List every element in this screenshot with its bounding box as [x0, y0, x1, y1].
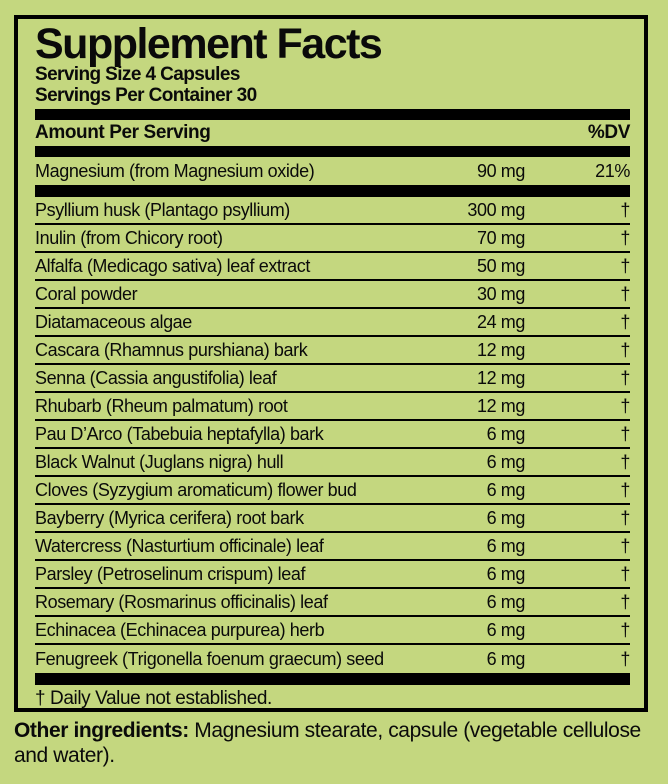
column-header-row: Amount Per Serving %DV — [35, 120, 630, 146]
ingredient-name: Diatamaceous algae — [35, 311, 192, 332]
ingredient-amount: 6 mg — [486, 507, 526, 528]
ingredient-amount: 6 mg — [486, 423, 526, 444]
ingredient-amount: 6 mg — [486, 619, 526, 640]
ingredient-amount: 12 mg — [476, 395, 525, 416]
ingredient-name: Pau D’Arco (Tabebuia heptafylla) bark — [35, 423, 324, 444]
ingredient-dv: † — [620, 199, 630, 220]
serving-size: Serving Size 4 Capsules — [35, 64, 240, 85]
ingredient-name: Inulin (from Chicory root) — [35, 227, 223, 248]
ingredient-row: Cloves (Syzygium aromaticum) flower bud … — [35, 477, 630, 505]
ingredient-row: Black Walnut (Juglans nigra) hull 6 mg † — [35, 449, 630, 477]
ingredient-amount: 6 mg — [486, 535, 526, 556]
ingredient-row: Parsley (Petroselinum crispum) leaf 6 mg… — [35, 561, 630, 589]
ingredient-name: Parsley (Petroselinum crispum) leaf — [35, 563, 306, 584]
ingredient-dv: † — [620, 395, 630, 416]
ingredient-amount: 90 mg — [476, 160, 525, 181]
ingredient-amount: 50 mg — [476, 255, 525, 276]
other-ingredients-text: Magnesium stearate, capsule (vegetable c… — [14, 719, 641, 767]
ingredient-dv: † — [620, 507, 630, 528]
ingredient-amount: 6 mg — [486, 648, 526, 669]
ingredient-amount: 12 mg — [476, 367, 525, 388]
thick-rule — [35, 673, 630, 685]
ingredient-row: Coral powder 30 mg † — [35, 281, 630, 309]
ingredient-name: Echinacea (Echinacea purpurea) herb — [35, 619, 325, 640]
thick-rule — [35, 109, 630, 120]
ingredient-name: Black Walnut (Juglans nigra) hull — [35, 451, 284, 472]
servings-per-container: Servings Per Container 30 — [35, 85, 257, 106]
ingredient-name: Rosemary (Rosmarinus officinalis) leaf — [35, 591, 328, 612]
ingredient-name: Cloves (Syzygium aromaticum) flower bud — [35, 479, 357, 500]
ingredient-dv: 21% — [595, 160, 630, 181]
ingredient-row: Diatamaceous algae 24 mg † — [35, 309, 630, 337]
ingredient-dv: † — [620, 591, 630, 612]
ingredient-dv: † — [620, 227, 630, 248]
ingredient-rows: Psyllium husk (Plantago psyllium) 300 mg… — [35, 197, 630, 673]
ingredient-dv: † — [620, 423, 630, 444]
ingredient-dv: † — [620, 479, 630, 500]
ingredient-name: Psyllium husk (Plantago psyllium) — [35, 199, 290, 220]
ingredient-row: Rhubarb (Rheum palmatum) root 12 mg † — [35, 393, 630, 421]
ingredient-row: Echinacea (Echinacea purpurea) herb 6 mg… — [35, 617, 630, 645]
amount-per-serving-header: Amount Per Serving — [35, 122, 211, 143]
ingredient-dv: † — [620, 367, 630, 388]
thick-rule — [35, 185, 630, 197]
ingredient-amount: 6 mg — [486, 591, 526, 612]
ingredient-row: Psyllium husk (Plantago psyllium) 300 mg… — [35, 197, 630, 225]
ingredient-name: Magnesium (from Magnesium oxide) — [35, 160, 315, 181]
ingredient-amount: 12 mg — [476, 339, 525, 360]
ingredient-amount: 6 mg — [486, 563, 526, 584]
ingredient-dv: † — [620, 619, 630, 640]
ingredient-dv: † — [620, 311, 630, 332]
ingredient-dv: † — [620, 648, 630, 669]
ingredient-name: Coral powder — [35, 283, 138, 304]
ingredient-amount: 300 mg — [467, 199, 525, 220]
other-ingredients: Other ingredients: Magnesium stearate, c… — [14, 718, 650, 768]
daily-value-footnote: † Daily Value not established. — [35, 688, 272, 709]
ingredient-amount: 30 mg — [476, 283, 525, 304]
ingredient-row: Inulin (from Chicory root) 70 mg † — [35, 225, 630, 253]
ingredient-name: Alfalfa (Medicago sativa) leaf extract — [35, 255, 310, 276]
ingredient-amount: 6 mg — [486, 479, 526, 500]
ingredient-name: Rhubarb (Rheum palmatum) root — [35, 395, 288, 416]
ingredient-dv: † — [620, 339, 630, 360]
ingredient-row: Fenugreek (Trigonella foenum graecum) se… — [35, 645, 630, 673]
ingredient-row: Senna (Cassia angustifolia) leaf 12 mg † — [35, 365, 630, 393]
other-ingredients-label: Other ingredients: — [14, 719, 189, 742]
ingredient-amount: 70 mg — [476, 227, 525, 248]
ingredient-name: Watercress (Nasturtium officinale) leaf — [35, 535, 324, 556]
ingredient-row: Pau D’Arco (Tabebuia heptafylla) bark 6 … — [35, 421, 630, 449]
ingredient-dv: † — [620, 535, 630, 556]
nutrient-row-magnesium: Magnesium (from Magnesium oxide) 90 mg 2… — [35, 157, 630, 185]
ingredient-row: Bayberry (Myrica cerifera) root bark 6 m… — [35, 505, 630, 533]
ingredient-dv: † — [620, 563, 630, 584]
ingredient-row: Watercress (Nasturtium officinale) leaf … — [35, 533, 630, 561]
ingredient-name: Cascara (Rhamnus purshiana) bark — [35, 339, 308, 360]
supplement-facts-panel: Supplement Facts Serving Size 4 Capsules… — [14, 15, 648, 712]
thick-rule — [35, 146, 630, 157]
ingredient-name: Senna (Cassia angustifolia) leaf — [35, 367, 277, 388]
panel-title: Supplement Facts — [35, 20, 383, 68]
dv-header: %DV — [587, 122, 630, 143]
ingredient-row: Rosemary (Rosmarinus officinalis) leaf 6… — [35, 589, 630, 617]
ingredient-amount: 6 mg — [486, 451, 526, 472]
ingredient-dv: † — [620, 255, 630, 276]
ingredient-name: Fenugreek (Trigonella foenum graecum) se… — [35, 648, 384, 669]
ingredient-dv: † — [620, 451, 630, 472]
ingredient-dv: † — [620, 283, 630, 304]
ingredient-amount: 24 mg — [476, 311, 525, 332]
ingredient-row: Cascara (Rhamnus purshiana) bark 12 mg † — [35, 337, 630, 365]
ingredient-name: Bayberry (Myrica cerifera) root bark — [35, 507, 304, 528]
ingredient-row: Alfalfa (Medicago sativa) leaf extract 5… — [35, 253, 630, 281]
